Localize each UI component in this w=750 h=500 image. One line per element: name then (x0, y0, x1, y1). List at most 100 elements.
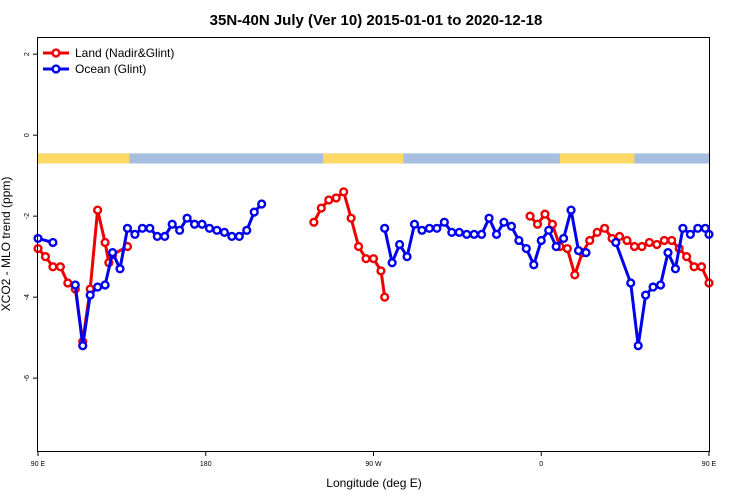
data-point (559, 233, 569, 244)
data-point (48, 262, 58, 272)
data-point (622, 235, 632, 246)
data-point (107, 247, 118, 258)
x-tick-label: 90 E (31, 461, 46, 468)
data-point (115, 264, 125, 274)
data-point (380, 292, 390, 302)
data-point (331, 193, 341, 203)
land-segment-1 (323, 153, 404, 164)
data-point (122, 223, 133, 233)
data-point (525, 211, 535, 221)
data-point (600, 223, 610, 233)
data-point (499, 217, 509, 227)
data-point (130, 229, 140, 239)
y-tick-label: -6 (24, 375, 31, 381)
data-point (204, 223, 215, 233)
data-point (227, 231, 237, 242)
data-point (439, 217, 449, 227)
data-point (100, 237, 110, 248)
x-tick-label: 0 (539, 461, 543, 468)
data-point (689, 262, 699, 272)
x-tick-label: 90 E (702, 461, 717, 468)
data-point (368, 254, 379, 264)
data-point (40, 252, 51, 262)
data-point (160, 231, 170, 242)
data-point (491, 229, 502, 239)
data-point (48, 237, 58, 248)
data-point (339, 187, 349, 197)
data-point (633, 341, 643, 351)
data-point (682, 252, 692, 262)
data-point (540, 209, 550, 219)
data-point (100, 280, 110, 290)
y-axis: 2 0 -2 -4 -6 (24, 52, 38, 381)
data-point (189, 219, 200, 229)
data-point (387, 258, 397, 268)
data-point (644, 237, 654, 248)
data-point (626, 278, 636, 288)
data-point (175, 225, 185, 235)
x-axis: 90 E 180 90 W 0 90 E (31, 451, 717, 468)
series-line (36, 208, 129, 344)
y-tick-label: 2 (24, 52, 31, 56)
data-point (477, 229, 487, 239)
y-tick-label: -2 (24, 213, 31, 219)
legend-label: Ocean (Glint) (75, 62, 146, 76)
data-point (152, 231, 162, 242)
data-point (249, 207, 259, 217)
data-point (592, 227, 602, 237)
data-point (529, 260, 539, 270)
data-point (573, 245, 584, 256)
data-point (696, 262, 707, 272)
data-point (685, 229, 695, 239)
data-point (562, 243, 572, 254)
data-point (85, 290, 95, 300)
data-point (536, 235, 546, 246)
data-point (417, 225, 427, 235)
data-point (667, 235, 677, 246)
data-point (637, 241, 647, 252)
x-axis-title: Longitude (deg E) (326, 476, 421, 490)
data-point (551, 241, 561, 252)
data-point (145, 223, 155, 233)
y-axis-title: XCO2 - MLO trend (ppm) (0, 177, 13, 312)
data-point (93, 205, 103, 215)
data-point (212, 225, 222, 235)
data-point (611, 237, 621, 248)
legend-label: Land (Nadir&Glint) (75, 46, 174, 60)
data-point (409, 219, 420, 229)
data-point (641, 290, 651, 300)
data-point (257, 199, 267, 209)
data-point (514, 235, 524, 246)
data-point (70, 280, 80, 290)
data-point (663, 247, 673, 258)
data-point (219, 227, 229, 237)
data-point (629, 241, 640, 252)
data-point (361, 254, 371, 264)
data-point (167, 219, 177, 229)
data-point (670, 264, 681, 274)
data-point (469, 229, 479, 239)
data-point (394, 239, 405, 250)
legend-marker (51, 48, 61, 58)
data-point (78, 341, 88, 351)
data-point (454, 227, 464, 237)
legend-marker (51, 64, 61, 74)
data-point (585, 235, 595, 246)
data-point (652, 239, 662, 250)
x-tick-label: 180 (200, 461, 212, 468)
data-point (648, 282, 658, 292)
data-point (182, 213, 192, 223)
series-line (383, 208, 587, 267)
y-tick-label: 0 (24, 133, 31, 137)
data-point (659, 235, 669, 246)
data-point (197, 219, 207, 229)
data-point (484, 213, 494, 223)
legend: Land (Nadir&Glint) Ocean (Glint) (43, 46, 174, 76)
data-point (521, 243, 531, 254)
chart-title: 35N-40N July (Ver 10) 2015-01-01 to 2020… (210, 12, 543, 29)
data-point (376, 266, 386, 276)
data-point (346, 213, 356, 223)
data-point (447, 227, 457, 237)
data-point (55, 262, 65, 272)
